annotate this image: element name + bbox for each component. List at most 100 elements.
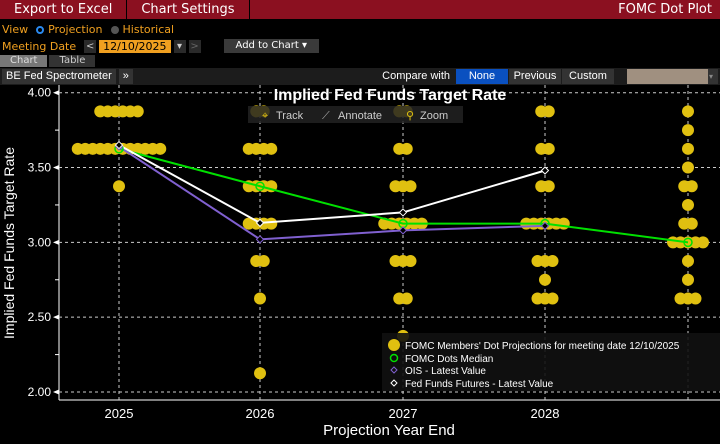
- y-tick: [53, 389, 59, 395]
- x-tick-label: 2025: [105, 406, 134, 421]
- track-icon[interactable]: ⌖: [262, 110, 268, 122]
- fomc-dot: [131, 105, 144, 118]
- fomc-dot: [404, 255, 417, 268]
- futures-marker: [540, 166, 550, 175]
- y-tick-label: 3.50: [28, 161, 52, 175]
- prev-date-button[interactable]: <: [84, 39, 97, 53]
- chart-settings-button[interactable]: Chart Settings: [127, 0, 250, 19]
- legend-futures-icon: [390, 379, 398, 387]
- ois-marker: [255, 235, 265, 244]
- fomc-dot: [542, 180, 555, 193]
- fomc-dot: [697, 236, 709, 249]
- compare-label: Compare with: [382, 70, 450, 82]
- x-tick-label: 2028: [531, 406, 560, 421]
- historical-label[interactable]: Historical: [122, 23, 175, 36]
- legend-median: FOMC Dots Median: [405, 354, 493, 365]
- fomc-dot: [689, 292, 702, 305]
- futures-marker: [255, 218, 265, 228]
- expand-button[interactable]: »: [118, 69, 133, 84]
- date-dropdown-icon[interactable]: ▾: [173, 39, 186, 53]
- app-title: FOMC Dot Plot: [618, 2, 712, 17]
- zoom-icon[interactable]: ⚲: [406, 110, 414, 122]
- fomc-dot: [546, 255, 559, 268]
- tab-chart[interactable]: Chart: [0, 55, 48, 67]
- ois-marker: [540, 221, 550, 231]
- track-button[interactable]: Track: [276, 110, 304, 122]
- y-tick-label: 2.50: [28, 310, 52, 324]
- compare-none-button[interactable]: None: [456, 69, 508, 84]
- fomc-dot: [682, 161, 694, 174]
- fomc-dot: [542, 105, 555, 118]
- custom-date-input[interactable]: [627, 69, 708, 84]
- fomc-dot: [557, 217, 570, 230]
- tab-table[interactable]: Table: [49, 55, 96, 67]
- x-tick-label: 2026: [246, 406, 275, 421]
- legend-dots: FOMC Members' Dot Projections for meetin…: [405, 341, 680, 352]
- view-label: View: [2, 23, 29, 36]
- y-tick-label: 4.00: [28, 86, 52, 100]
- next-date-button[interactable]: >: [188, 39, 201, 53]
- chart-toolbar: BE Fed Spectrometer » Compare with None …: [0, 68, 720, 85]
- fomc-dot: [685, 180, 698, 193]
- futures-marker: [114, 140, 124, 150]
- export-excel-button[interactable]: Export to Excel: [0, 0, 128, 19]
- meeting-date-row: Meeting Date < 12/10/2025 ▾ > Add to Cha…: [2, 39, 319, 53]
- fomc-dot: [685, 217, 698, 230]
- compare-previous-button[interactable]: Previous: [509, 69, 561, 84]
- annotate-button[interactable]: Annotate: [338, 110, 382, 122]
- y-tick-label: 3.00: [28, 235, 52, 249]
- chart-tools: ⌖ Track ⟋ Annotate ⚲ Zoom: [248, 106, 463, 123]
- x-axis-label: Projection Year End: [323, 422, 455, 439]
- fomc-dot: [404, 180, 417, 193]
- y-tick: [53, 314, 59, 320]
- fomc-dot: [400, 292, 413, 305]
- fomc-dot: [542, 142, 555, 155]
- historical-radio[interactable]: [110, 25, 119, 34]
- fomc-dot: [682, 255, 694, 268]
- x-tick-label: 2027: [389, 406, 418, 421]
- y-tick: [53, 90, 59, 96]
- add-to-chart-button[interactable]: Add to Chart ▾: [223, 39, 319, 53]
- median-marker: [683, 237, 693, 248]
- dot-plot-chart[interactable]: 2.00 2.50 3.00 3.50 4.00 2025 2026 2027 2028 Imp…: [0, 85, 720, 444]
- ois-marker: [398, 226, 408, 235]
- chart-title: Implied Fed Funds Target Rate: [274, 87, 507, 104]
- fomc-dot: [154, 142, 167, 155]
- meeting-date-label: Meeting Date: [2, 39, 77, 53]
- fomc-dot: [546, 292, 559, 305]
- fomc-dot: [254, 292, 266, 305]
- legend-ois: OIS - Latest Value: [405, 366, 486, 377]
- legend-futures: Fed Funds Futures - Latest Value: [405, 379, 554, 390]
- futures-marker: [398, 208, 408, 217]
- fomc-dot: [257, 255, 270, 268]
- compare-custom-button[interactable]: Custom: [562, 69, 614, 84]
- legend-ois-icon: [390, 366, 398, 374]
- view-tabs: Chart Table: [0, 55, 96, 67]
- fomc-dot: [682, 105, 694, 118]
- ois-line: [118, 145, 546, 241]
- zoom-button[interactable]: Zoom: [420, 110, 448, 122]
- y-tick-label: 2.00: [28, 385, 52, 399]
- y-tick: [53, 239, 59, 245]
- fomc-dot: [682, 142, 694, 155]
- fomc-dot: [682, 124, 694, 137]
- spectrometer-button[interactable]: BE Fed Spectrometer: [2, 69, 116, 84]
- y-tick: [53, 165, 59, 171]
- legend-median-icon: [389, 353, 399, 363]
- meeting-date-input[interactable]: 12/10/2025: [99, 39, 171, 53]
- fomc-dot: [400, 142, 413, 155]
- fomc-dot: [682, 273, 694, 286]
- annotate-icon[interactable]: ⟋: [322, 110, 330, 122]
- fomc-dot: [682, 198, 694, 211]
- fomc-dot: [113, 180, 125, 193]
- custom-dropdown-icon[interactable]: ▾: [708, 69, 718, 84]
- legend-dot-icon: [388, 339, 400, 351]
- projection-label[interactable]: Projection: [48, 23, 103, 36]
- top-bar: Export to Excel Chart Settings FOMC Dot …: [0, 0, 720, 19]
- futures-line: [118, 144, 546, 224]
- projection-radio[interactable]: [36, 25, 45, 34]
- legend: FOMC Members' Dot Projections for meetin…: [382, 333, 720, 391]
- median-line: [118, 147, 689, 244]
- fomc-dot: [265, 217, 278, 230]
- view-selector: View Projection Historical: [2, 23, 174, 36]
